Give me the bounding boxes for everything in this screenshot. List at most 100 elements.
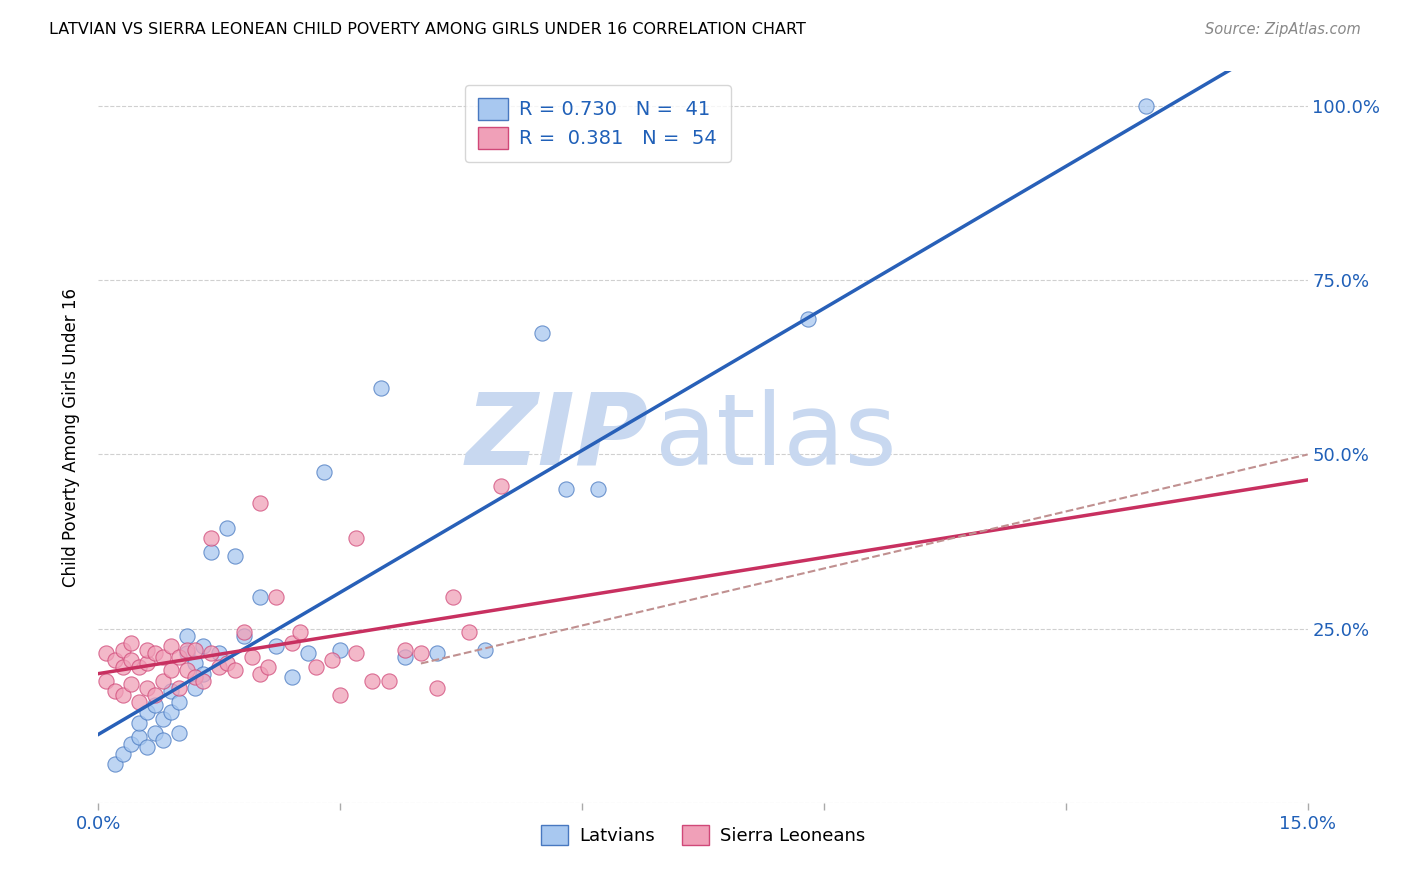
Point xyxy=(441,591,464,605)
Point xyxy=(176,664,198,678)
Point xyxy=(297,646,319,660)
Point xyxy=(344,646,367,660)
Point xyxy=(193,667,215,681)
Point xyxy=(240,649,263,664)
Point xyxy=(184,642,207,657)
Point xyxy=(176,629,198,643)
Point xyxy=(281,635,304,649)
Point xyxy=(160,705,183,719)
Point xyxy=(232,625,254,640)
Point xyxy=(128,730,150,744)
Point xyxy=(305,660,328,674)
Point xyxy=(530,326,553,340)
Point xyxy=(797,311,820,326)
Point xyxy=(152,712,174,726)
Point xyxy=(160,684,183,698)
Text: LATVIAN VS SIERRA LEONEAN CHILD POVERTY AMONG GIRLS UNDER 16 CORRELATION CHART: LATVIAN VS SIERRA LEONEAN CHILD POVERTY … xyxy=(49,22,806,37)
Point xyxy=(344,531,367,545)
Point xyxy=(135,642,157,657)
Point xyxy=(184,657,207,671)
Point xyxy=(103,757,125,772)
Point xyxy=(394,642,416,657)
Point xyxy=(491,479,513,493)
Point xyxy=(217,657,239,671)
Point xyxy=(426,681,449,695)
Point xyxy=(143,698,166,713)
Point xyxy=(224,549,246,563)
Point xyxy=(135,657,157,671)
Point xyxy=(111,642,134,657)
Point xyxy=(135,705,157,719)
Text: ZIP: ZIP xyxy=(465,389,648,485)
Point xyxy=(128,695,150,709)
Point xyxy=(152,733,174,747)
Point xyxy=(249,496,271,510)
Point xyxy=(120,737,142,751)
Point xyxy=(120,653,142,667)
Point xyxy=(111,660,134,674)
Point xyxy=(160,639,183,653)
Point xyxy=(111,747,134,761)
Point xyxy=(184,670,207,684)
Point xyxy=(256,660,278,674)
Point xyxy=(1135,99,1157,113)
Point xyxy=(96,646,118,660)
Point xyxy=(474,642,496,657)
Point xyxy=(167,649,190,664)
Point xyxy=(586,483,609,497)
Point xyxy=(135,681,157,695)
Legend: Latvians, Sierra Leoneans: Latvians, Sierra Leoneans xyxy=(534,818,872,852)
Point xyxy=(200,531,222,545)
Point xyxy=(208,660,231,674)
Point xyxy=(184,681,207,695)
Point xyxy=(128,715,150,730)
Point xyxy=(200,646,222,660)
Point xyxy=(167,695,190,709)
Point xyxy=(224,664,246,678)
Point xyxy=(103,653,125,667)
Point xyxy=(264,639,287,653)
Point xyxy=(321,653,343,667)
Point xyxy=(426,646,449,660)
Point xyxy=(143,646,166,660)
Point xyxy=(152,673,174,688)
Point xyxy=(176,642,198,657)
Text: Source: ZipAtlas.com: Source: ZipAtlas.com xyxy=(1205,22,1361,37)
Point xyxy=(193,639,215,653)
Point xyxy=(167,681,190,695)
Point xyxy=(409,646,432,660)
Point xyxy=(111,688,134,702)
Point xyxy=(264,591,287,605)
Point xyxy=(329,642,352,657)
Point xyxy=(208,646,231,660)
Point xyxy=(394,649,416,664)
Point xyxy=(555,483,578,497)
Point xyxy=(370,381,392,395)
Point xyxy=(143,688,166,702)
Point xyxy=(120,635,142,649)
Point xyxy=(152,649,174,664)
Point xyxy=(103,684,125,698)
Text: atlas: atlas xyxy=(655,389,896,485)
Point xyxy=(458,625,481,640)
Point xyxy=(176,646,198,660)
Point xyxy=(329,688,352,702)
Point xyxy=(128,660,150,674)
Point xyxy=(232,629,254,643)
Point xyxy=(314,465,336,479)
Point xyxy=(288,625,311,640)
Point xyxy=(249,591,271,605)
Point xyxy=(160,664,183,678)
Point xyxy=(143,726,166,740)
Point xyxy=(361,673,384,688)
Point xyxy=(217,521,239,535)
Point xyxy=(200,545,222,559)
Y-axis label: Child Poverty Among Girls Under 16: Child Poverty Among Girls Under 16 xyxy=(62,287,80,587)
Point xyxy=(193,673,215,688)
Point xyxy=(281,670,304,684)
Point xyxy=(167,726,190,740)
Point xyxy=(135,740,157,755)
Point xyxy=(96,673,118,688)
Point xyxy=(120,677,142,691)
Point xyxy=(377,673,399,688)
